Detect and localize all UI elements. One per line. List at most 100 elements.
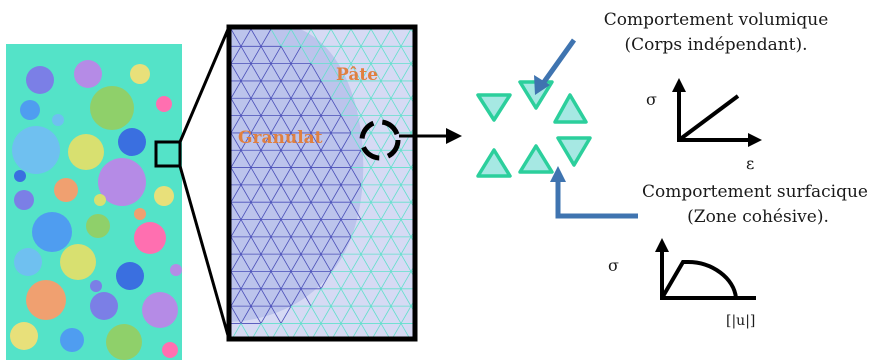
mesh-edge [300, 98, 312, 116]
mesh-edge [451, 185, 461, 202]
mesh-edge [400, 167, 412, 186]
mesh-edge [330, 132, 342, 151]
mesh-edge [240, 98, 252, 116]
mesh-edge [360, 115, 372, 134]
mesh-edge [340, 150, 352, 168]
mesh-edge [431, 202, 441, 219]
mesh-edge [350, 150, 362, 168]
mesh-edge [280, 150, 292, 168]
mesh-edge [290, 63, 302, 82]
mesh-edge [300, 46, 312, 64]
mesh-edge [380, 150, 392, 168]
zoom-frame [226, 24, 418, 342]
volume-behavior-title: Comportement volumique [603, 10, 829, 30]
mesh-edge [231, 132, 242, 151]
mesh-edge [451, 237, 461, 254]
mesh-edge [441, 185, 451, 202]
mesh-edge [340, 253, 352, 272]
mesh-edge [421, 64, 431, 81]
aggregate-particle [90, 280, 102, 292]
mesh-edge [312, 323, 322, 337]
cohesive-law-graph-icon [655, 238, 766, 305]
mesh-edge [320, 184, 332, 203]
mesh-edge [431, 185, 441, 202]
mesh-edge [380, 46, 392, 64]
mesh-edge [431, 237, 441, 254]
aggregate-particle [134, 222, 166, 254]
mesh-edge [290, 184, 302, 203]
mesh-edge [451, 150, 461, 167]
sigma-label-bottom: σ [608, 256, 619, 275]
mesh-edge [421, 185, 431, 202]
mesh-edge [232, 323, 242, 337]
mesh-edge [240, 167, 252, 186]
mesh-edge [431, 64, 441, 81]
mesh-edge [451, 289, 461, 306]
mesh-edge [330, 115, 342, 134]
aggregate-particle [142, 292, 178, 328]
mesh-edge [421, 46, 431, 63]
mesh-edge [330, 80, 342, 99]
mesh-edge [250, 63, 262, 82]
aggregate-particle [162, 342, 178, 358]
mesh-edge [252, 323, 262, 337]
mesh-edge [300, 253, 312, 272]
mesh-edge [320, 323, 330, 337]
mesh-edge [290, 236, 302, 255]
mesh-edge [211, 237, 221, 254]
mesh-edge [340, 132, 352, 151]
mesh-edge [260, 80, 272, 99]
mesh-edge [290, 201, 302, 220]
mesh-edge [441, 150, 451, 167]
mesh-edge [400, 305, 412, 324]
aggregate-particle [98, 158, 146, 206]
mesh-edge [421, 81, 431, 98]
mesh-edge [320, 236, 332, 255]
mesh-edge [441, 220, 451, 237]
mesh-edge [240, 253, 252, 272]
mesh-edge [310, 288, 322, 307]
mesh-edge [360, 46, 372, 64]
mesh-edge [320, 219, 332, 238]
mesh-edge [310, 184, 322, 203]
mesh-edge [390, 63, 402, 82]
mesh-edge [451, 254, 461, 271]
mesh-edge [330, 201, 342, 220]
mesh-edge [380, 184, 392, 203]
mesh-edge [330, 29, 342, 47]
mesh-edge [240, 201, 252, 220]
mesh-edge [260, 253, 272, 272]
mesh-edge [241, 341, 251, 358]
mesh-edge [390, 201, 402, 220]
mesh-edge [280, 236, 292, 255]
mesh-edge [332, 323, 342, 337]
triangle-element [553, 93, 588, 124]
zoom-region-box [154, 140, 182, 168]
mesh-edge [380, 63, 392, 82]
mesh-edge [421, 271, 431, 288]
mesh-edge [330, 184, 342, 203]
mesh-edge [441, 81, 451, 98]
mesh-edge [240, 63, 252, 82]
mesh-edge [441, 168, 451, 185]
mesh-edge [441, 29, 451, 46]
mesh-edge [350, 253, 362, 272]
mesh-edge [461, 185, 471, 202]
mesh-edge [320, 63, 332, 82]
mesh-edge [441, 306, 451, 323]
mesh-edge [231, 115, 242, 134]
aggregate-particle [154, 186, 174, 206]
triangle-element [556, 136, 592, 167]
mesh-edge [280, 323, 290, 337]
mesh-edge [300, 132, 312, 151]
mesh-edge [441, 289, 451, 306]
mesh-edge [320, 271, 332, 289]
mesh-edge [300, 63, 312, 82]
mesh-edge [250, 132, 262, 151]
mesh-edge [250, 201, 262, 220]
mesh-edge [300, 236, 312, 255]
arrow-down-blue-icon [534, 38, 577, 95]
mesh-edge [350, 29, 362, 47]
mesh-edge [250, 271, 262, 289]
mesh-edge [280, 288, 292, 307]
